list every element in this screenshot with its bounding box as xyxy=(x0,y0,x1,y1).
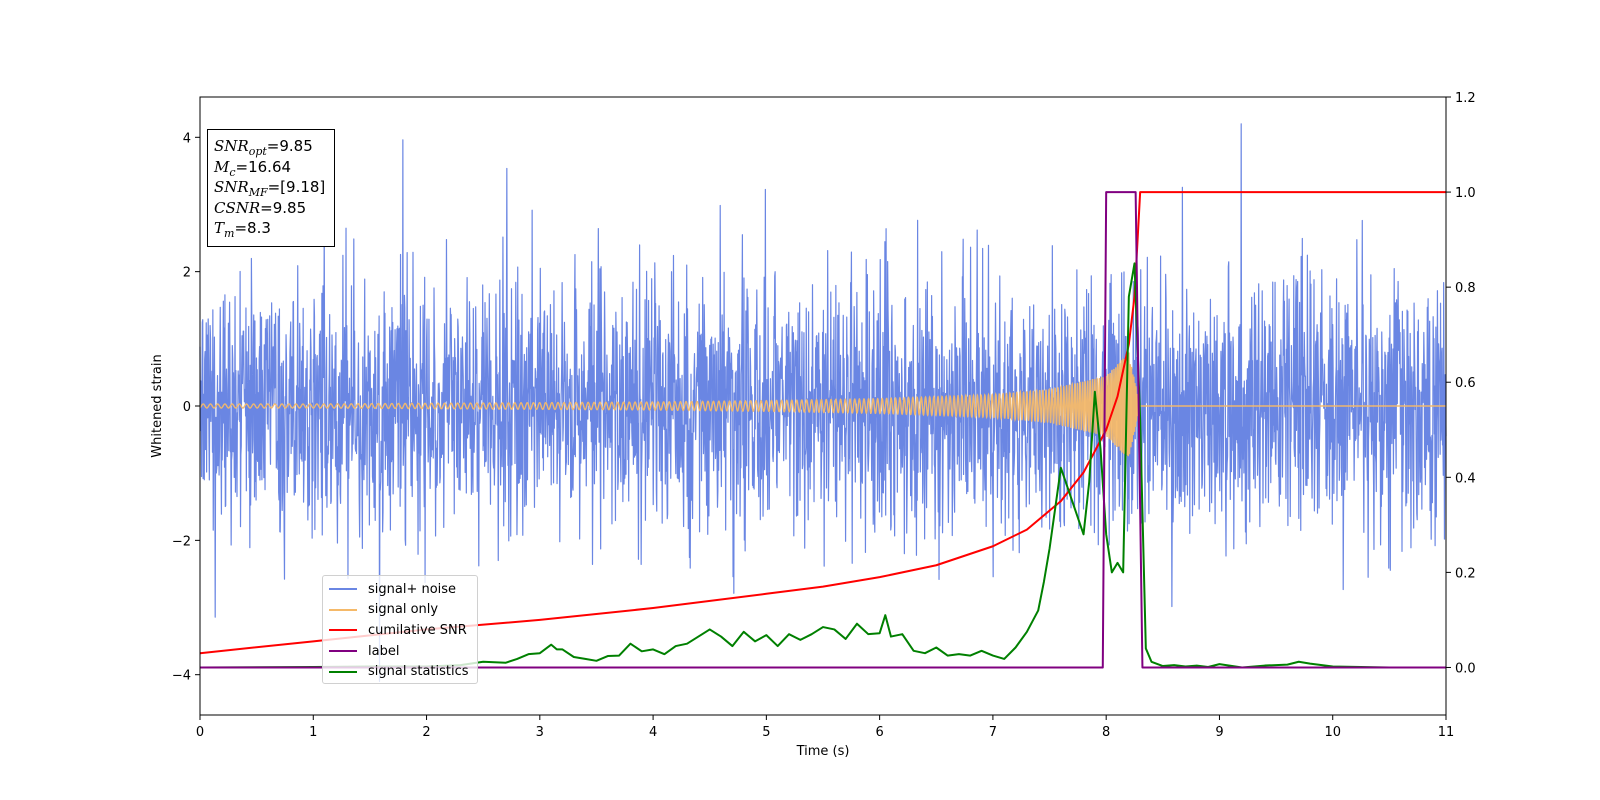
csnr-line: CSNR=9.85 xyxy=(214,198,307,217)
y-right-tick-label: 0.6 xyxy=(1455,376,1476,391)
y-left-tick-label: 4 xyxy=(183,131,191,146)
x-tick-label: 2 xyxy=(422,725,430,740)
y-right-tick-label: 0.0 xyxy=(1455,661,1476,676)
y-right-tick-label: 0.8 xyxy=(1455,281,1476,296)
annotation-box: SNRopt=9.85 Mc=16.64 SNRMF=[9.18] CSNR=9… xyxy=(207,129,335,247)
legend-label: signal only xyxy=(368,602,439,618)
x-tick-label: 4 xyxy=(649,725,657,740)
snr-opt-line: SNRopt=9.85 xyxy=(214,137,313,158)
legend-item: signal statistics xyxy=(329,661,471,682)
x-tick-label: 5 xyxy=(762,725,770,740)
signal-only-series xyxy=(199,352,1446,457)
chirp-mass-line: Mc=16.64 xyxy=(214,157,292,179)
legend-swatch xyxy=(329,650,357,653)
merger-time-line: Tm=8.3 xyxy=(214,219,271,240)
legend-swatch xyxy=(329,670,357,673)
x-tick-label: 8 xyxy=(1102,725,1110,740)
x-tick-label: 11 xyxy=(1438,725,1455,740)
y-right-tick-label: 1.2 xyxy=(1455,91,1476,106)
legend-item: signal only xyxy=(329,600,471,621)
legend-label: label xyxy=(368,643,400,659)
right-y-axis: 0.0 0.2 0.4 0.6 0.8 1.0 1.2 xyxy=(1446,91,1476,676)
legend-item: signal+ noise xyxy=(329,579,471,600)
x-tick-label: 9 xyxy=(1215,725,1223,740)
x-axis: 0 1 2 3 4 5 6 7 8 9 10 11 xyxy=(196,715,1454,740)
y-left-tick-label: −4 xyxy=(172,669,191,684)
x-tick-label: 0 xyxy=(196,725,204,740)
y-left-tick-label: 0 xyxy=(183,400,191,415)
x-tick-label: 3 xyxy=(536,725,544,740)
label-line xyxy=(200,191,1446,669)
legend-swatch xyxy=(329,629,357,632)
y-right-tick-label: 1.0 xyxy=(1455,186,1476,201)
y-right-tick-label: 0.4 xyxy=(1455,471,1476,486)
legend-swatch xyxy=(329,588,357,591)
legend-swatch xyxy=(329,608,357,611)
legend-label: cumilative SNR xyxy=(368,622,467,638)
signal-noise-series xyxy=(199,123,1447,683)
y-axis-label: Whitened strain xyxy=(150,354,165,457)
signal-statistics-line xyxy=(199,262,1446,669)
y-right-tick-label: 0.2 xyxy=(1455,566,1476,581)
snr-mf-line: SNRMF=[9.18] xyxy=(214,178,326,199)
legend-label: signal+ noise xyxy=(368,581,457,597)
legend-item: label xyxy=(329,641,471,662)
x-axis-label: Time (s) xyxy=(796,744,850,759)
x-tick-label: 6 xyxy=(875,725,883,740)
signal-only-line xyxy=(199,352,1446,457)
overlay-lines xyxy=(199,191,1446,669)
y-left-tick-label: 2 xyxy=(183,266,191,281)
y-left-tick-label: −2 xyxy=(172,534,191,549)
x-tick-label: 1 xyxy=(309,725,317,740)
legend-label: signal statistics xyxy=(368,664,469,680)
signal-noise-line xyxy=(199,123,1447,683)
x-tick-label: 7 xyxy=(989,725,997,740)
legend-item: cumilative SNR xyxy=(329,620,471,641)
left-y-axis: −4 −2 0 2 4 xyxy=(172,131,200,684)
x-tick-label: 10 xyxy=(1324,725,1341,740)
legend: signal+ noise signal only cumilative SNR… xyxy=(322,575,478,684)
